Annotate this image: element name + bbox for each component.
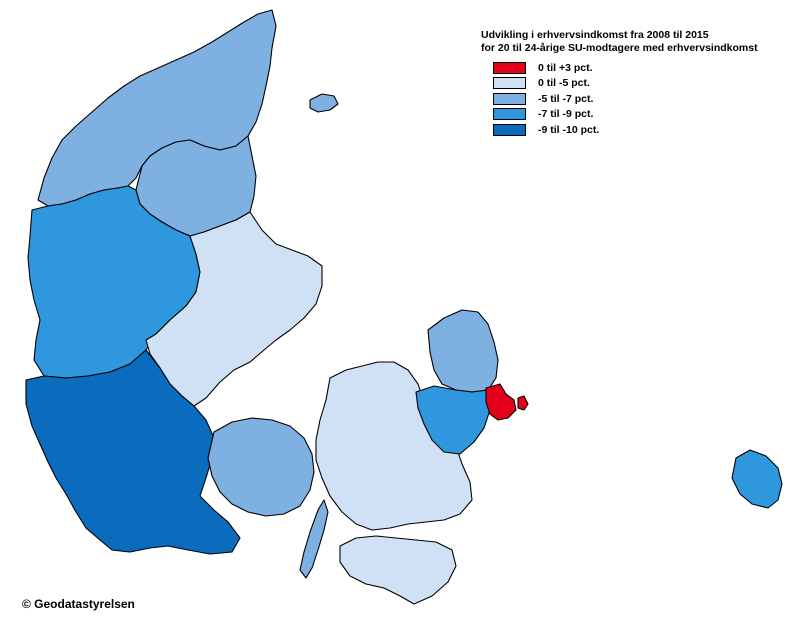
region-nordsjaelland[interactable] [427, 309, 499, 393]
region-lolland-falster[interactable] [339, 535, 457, 605]
legend-label: -9 til -10 pct. [538, 123, 600, 136]
legend-swatch [493, 123, 526, 136]
legend-swatch [493, 92, 526, 105]
legend-label: -5 til -7 pct. [538, 92, 594, 105]
region-midtjylland-east[interactable] [145, 211, 323, 407]
legend-label: -7 til -9 pct. [538, 108, 594, 121]
region-fyn[interactable] [207, 417, 315, 517]
region-syddanmark[interactable] [25, 349, 241, 555]
legend-item: -9 til -10 pct. [493, 122, 781, 138]
region-hovedstaden-west[interactable] [415, 385, 491, 455]
legend-item: 0 til -5 pct. [493, 76, 781, 92]
legend-label: 0 til -5 pct. [538, 77, 590, 90]
legend-swatch [493, 108, 526, 121]
legend-items: 0 til +3 pct. 0 til -5 pct. -5 til -7 pct.… [481, 60, 781, 138]
legend-item: 0 til +3 pct. [493, 60, 781, 76]
legend-label: 0 til +3 pct. [538, 61, 593, 74]
region-laeso[interactable] [309, 93, 339, 113]
legend-item: -7 til -9 pct. [493, 107, 781, 123]
copyright-label: © Geodatastyrelsen [22, 597, 135, 611]
region-bornholm[interactable] [731, 449, 783, 509]
map-legend: Udvikling i erhvervsindkomst fra 2008 ti… [481, 29, 781, 138]
legend-title-line1: Udvikling i erhvervsindkomst fra 2008 ti… [481, 29, 709, 41]
region-langeland[interactable] [299, 499, 329, 579]
legend-swatch [493, 77, 526, 90]
region-amager[interactable] [517, 395, 529, 411]
legend-item: -5 til -7 pct. [493, 91, 781, 107]
legend-title-line2: for 20 til 24-årige SU-modtagere med erh… [481, 42, 758, 54]
region-koebenhavn[interactable] [485, 383, 517, 421]
region-sjaelland[interactable] [315, 361, 473, 531]
legend-swatch [493, 61, 526, 74]
